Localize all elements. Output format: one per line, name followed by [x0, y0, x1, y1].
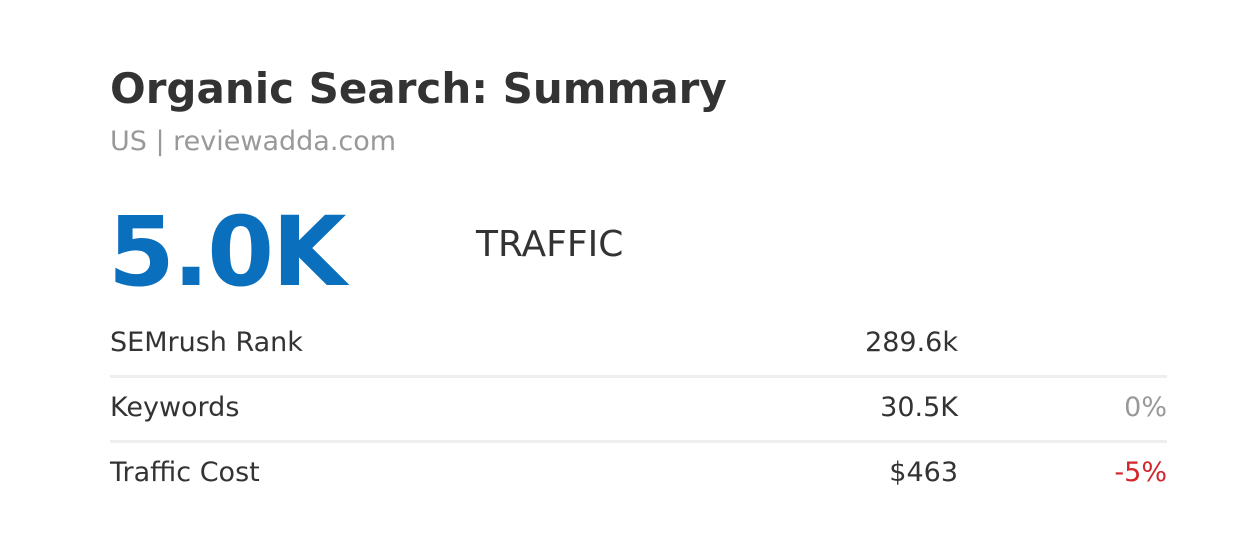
row-separator	[110, 440, 1167, 443]
row-value: $463	[889, 457, 958, 488]
row-value: 30.5K	[880, 392, 958, 423]
row-change: -5%	[1114, 457, 1167, 488]
row-separator	[110, 375, 1167, 378]
widget-title: Organic Search: Summary	[110, 64, 727, 113]
row-label: SEMrush Rank	[110, 327, 303, 358]
widget-subtitle: US | reviewadda.com	[110, 126, 397, 157]
row-value: 289.6k	[865, 327, 958, 358]
row-change: 0%	[1124, 392, 1167, 423]
traffic-value: 5.0K	[108, 196, 346, 308]
row-label: Traffic Cost	[110, 457, 260, 488]
row-label: Keywords	[110, 392, 240, 423]
traffic-label: TRAFFIC	[476, 224, 624, 265]
